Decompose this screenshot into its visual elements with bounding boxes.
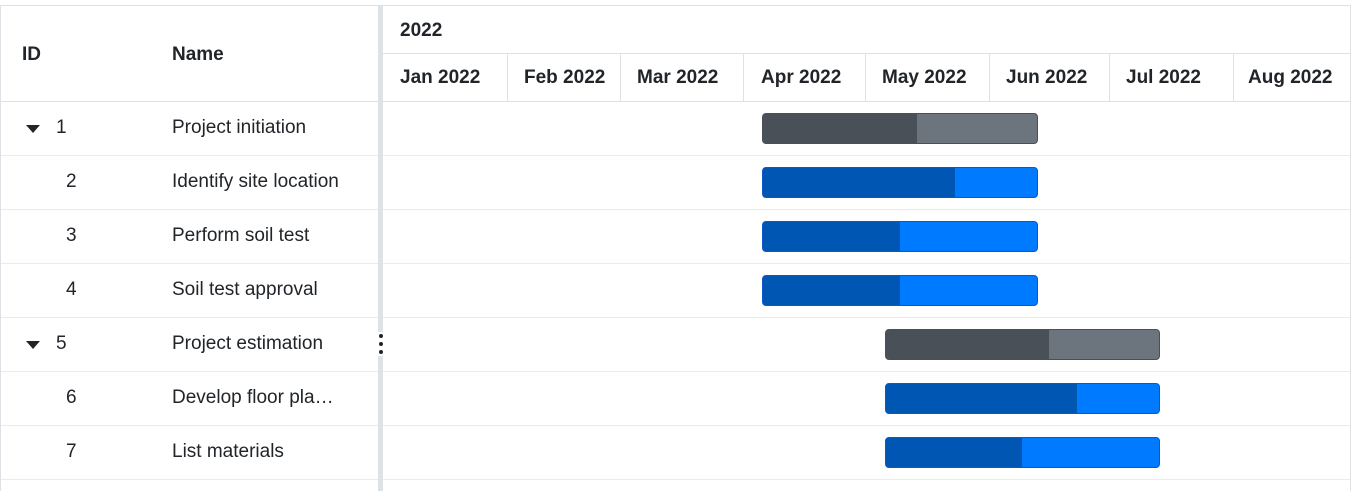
table-row[interactable]: 3 Perform soil test — [1, 210, 381, 264]
chart-row — [383, 210, 1350, 264]
task-id-cell: 4 — [66, 279, 77, 301]
table-row[interactable]: 2 Identify site location — [1, 156, 381, 210]
task-progress-fill — [763, 222, 900, 251]
task-name-cell: Perform soil test — [172, 225, 309, 247]
month-label: Jul 2022 — [1126, 67, 1201, 89]
chart-row — [383, 264, 1350, 318]
column-header-name[interactable]: Name — [172, 44, 224, 66]
task-bar[interactable] — [762, 167, 1038, 198]
task-progress-fill — [763, 114, 916, 143]
table-row[interactable]: 5 Project estimation — [1, 318, 381, 372]
task-id-cell: 7 — [66, 441, 77, 463]
chart-row — [383, 372, 1350, 426]
month-label: Apr 2022 — [761, 67, 841, 89]
month-header: Jul 2022 — [1110, 54, 1234, 101]
timeline-month-header: Jan 2022 Feb 2022 Mar 2022 Apr 2022 May 2022… — [383, 54, 1350, 102]
task-progress-fill — [763, 276, 900, 305]
task-progress-fill — [886, 438, 1023, 467]
month-label: Mar 2022 — [637, 67, 718, 89]
month-label: Feb 2022 — [524, 67, 605, 89]
task-bar[interactable] — [762, 221, 1038, 252]
month-label: Aug 2022 — [1248, 67, 1332, 89]
month-label: Jan 2022 — [400, 67, 480, 89]
summary-task-bar[interactable] — [885, 329, 1160, 360]
task-name-cell: Soil test approval — [172, 279, 318, 301]
grid-header: ID Name — [1, 5, 381, 102]
month-header: Feb 2022 — [508, 54, 621, 101]
table-row[interactable]: 6 Develop floor pla… — [1, 372, 381, 426]
task-id-cell: 3 — [66, 225, 77, 247]
task-name-cell: Project estimation — [172, 333, 323, 355]
chart-row — [383, 156, 1350, 210]
task-name-cell: Identify site location — [172, 171, 339, 193]
month-header: Jan 2022 — [383, 54, 508, 101]
month-header: Jun 2022 — [990, 54, 1110, 101]
task-name-cell: List materials — [172, 441, 284, 463]
column-header-id[interactable]: ID — [22, 44, 41, 66]
task-grid: ID Name 1 Project initiation 2 Identify sit… — [0, 5, 381, 491]
task-bar[interactable] — [885, 383, 1160, 414]
month-header: May 2022 — [866, 54, 990, 101]
task-id-cell: 5 — [56, 333, 67, 355]
month-header: Mar 2022 — [621, 54, 744, 101]
table-row[interactable]: 4 Soil test approval — [1, 264, 381, 318]
summary-task-bar[interactable] — [762, 113, 1038, 144]
chart-row — [383, 426, 1350, 480]
table-row[interactable]: 1 Project initiation — [1, 102, 381, 156]
month-header: Apr 2022 — [744, 54, 866, 101]
task-progress-fill — [886, 330, 1050, 359]
month-label: Jun 2022 — [1006, 67, 1087, 89]
collapse-caret-icon[interactable] — [26, 125, 40, 133]
year-label: 2022 — [400, 20, 442, 42]
task-bar[interactable] — [885, 437, 1160, 468]
task-name-cell: Develop floor pla… — [172, 387, 334, 409]
chart-row — [383, 318, 1350, 372]
task-id-cell: 6 — [66, 387, 77, 409]
task-id-cell: 1 — [56, 117, 67, 139]
task-progress-fill — [886, 384, 1077, 413]
chart-row — [383, 102, 1350, 156]
task-id-cell: 2 — [66, 171, 77, 193]
collapse-caret-icon[interactable] — [26, 341, 40, 349]
timeline-year-header: 2022 — [383, 5, 1350, 54]
table-row[interactable]: 7 List materials — [1, 426, 381, 480]
timeline-chart: 2022 Jan 2022 Feb 2022 Mar 2022 Apr 2022 May… — [383, 5, 1351, 491]
task-progress-fill — [763, 168, 955, 197]
task-name-cell: Project initiation — [172, 117, 306, 139]
month-header: Aug 2022 — [1234, 54, 1350, 101]
month-label: May 2022 — [882, 67, 967, 89]
task-bar[interactable] — [762, 275, 1038, 306]
